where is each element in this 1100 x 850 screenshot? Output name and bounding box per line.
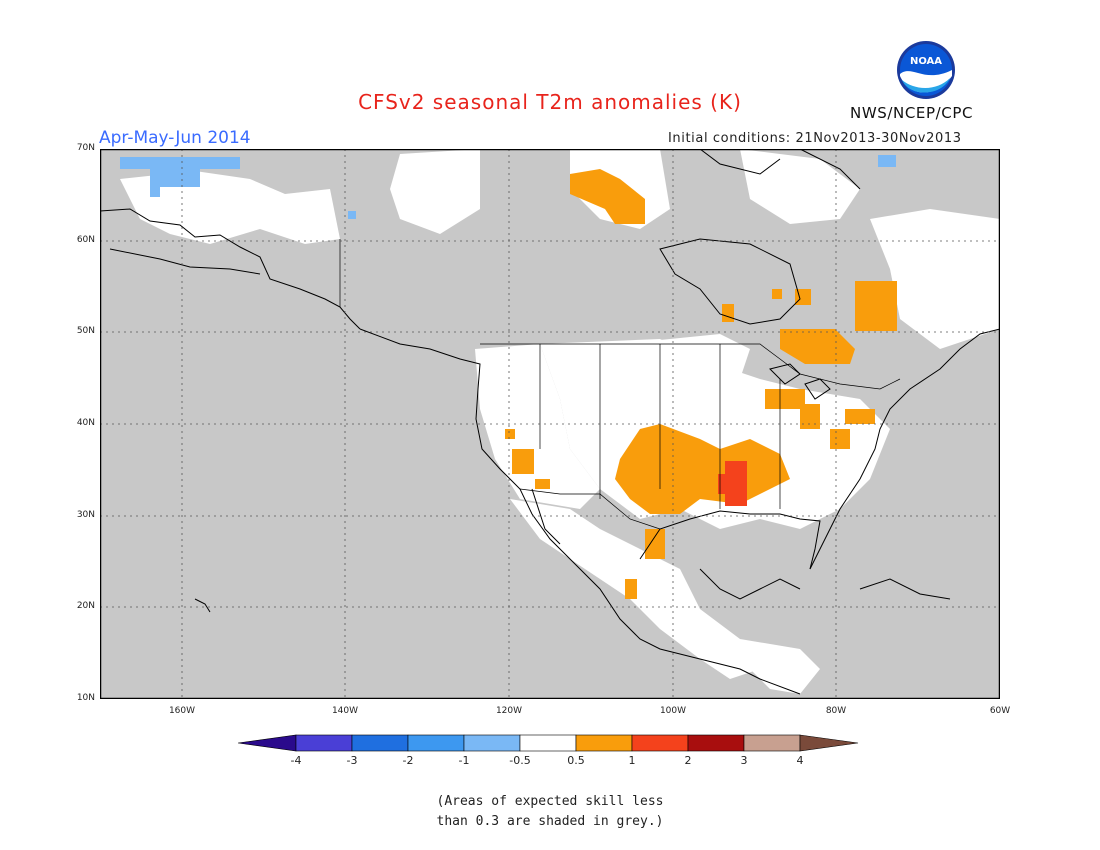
lat-label-50n: 50N — [76, 326, 95, 336]
skill-note: (Areas of expected skill less than 0.3 a… — [0, 792, 1100, 832]
lat-label-60n: 60N — [76, 235, 95, 245]
colorbar-label: -1 — [458, 754, 470, 767]
colorbar-label: 2 — [684, 754, 692, 767]
colorbar-swatch-7 — [631, 734, 689, 752]
colorbar-label: 1 — [628, 754, 636, 767]
colorbar-label: 0.5 — [567, 754, 585, 767]
coastlines — [100, 149, 1000, 695]
colorbar-swatch-8 — [687, 734, 745, 752]
initial-conditions: Initial conditions: 21Nov2013-30Nov2013 — [668, 131, 962, 146]
lat-label-30n: 30N — [76, 510, 95, 520]
colorbar-label: 4 — [796, 754, 804, 767]
colorbar-swatch-3 — [407, 734, 465, 752]
lon-label-120w: 120W — [495, 706, 523, 716]
colorbar-label: -3 — [346, 754, 358, 767]
colorbar-label: 3 — [740, 754, 748, 767]
forecast-period: Apr-May-Jun 2014 — [99, 128, 251, 148]
cool-anomaly-patches — [120, 155, 896, 219]
skill-note-line-1: (Areas of expected skill less — [436, 794, 664, 809]
agency-label: NWS/NCEP/CPC — [850, 104, 974, 122]
anomaly-map — [100, 149, 1000, 699]
noaa-logo-icon: NOAA — [897, 41, 955, 99]
lon-label-160w: 160W — [168, 706, 196, 716]
strong-warm-anomaly-patch — [718, 461, 747, 506]
lon-label-140w: 140W — [331, 706, 359, 716]
lat-label-20n: 20N — [76, 601, 95, 611]
colorbar-label: -2 — [402, 754, 414, 767]
political-borders — [339, 239, 901, 530]
colorbar-swatch-2 — [351, 734, 409, 752]
lon-label-60w: 60W — [989, 706, 1011, 716]
colorbar-swatch-1 — [295, 734, 353, 752]
lon-label-80w: 80W — [825, 706, 847, 716]
skill-note-line-2: than 0.3 are shaded in grey.) — [436, 814, 664, 829]
graticule — [100, 149, 1000, 699]
svg-text:NOAA: NOAA — [910, 56, 942, 67]
colorbar-swatch-10 — [799, 734, 859, 752]
lat-label-70n: 70N — [76, 143, 95, 153]
lon-label-100w: 100W — [659, 706, 687, 716]
lat-label-10n: 10N — [76, 693, 95, 703]
lat-label-40n: 40N — [76, 418, 95, 428]
colorbar-swatch-9 — [743, 734, 801, 752]
colorbar — [238, 734, 859, 752]
map-border — [100, 149, 1000, 699]
colorbar-swatch-4 — [463, 734, 521, 752]
colorbar-swatch-0 — [238, 734, 297, 752]
colorbar-swatch-6 — [575, 734, 633, 752]
colorbar-label: -4 — [290, 754, 302, 767]
colorbar-label: -0.5 — [509, 754, 531, 767]
map-title: CFSv2 seasonal T2m anomalies (K) — [358, 90, 742, 114]
colorbar-swatch-5 — [519, 734, 577, 752]
